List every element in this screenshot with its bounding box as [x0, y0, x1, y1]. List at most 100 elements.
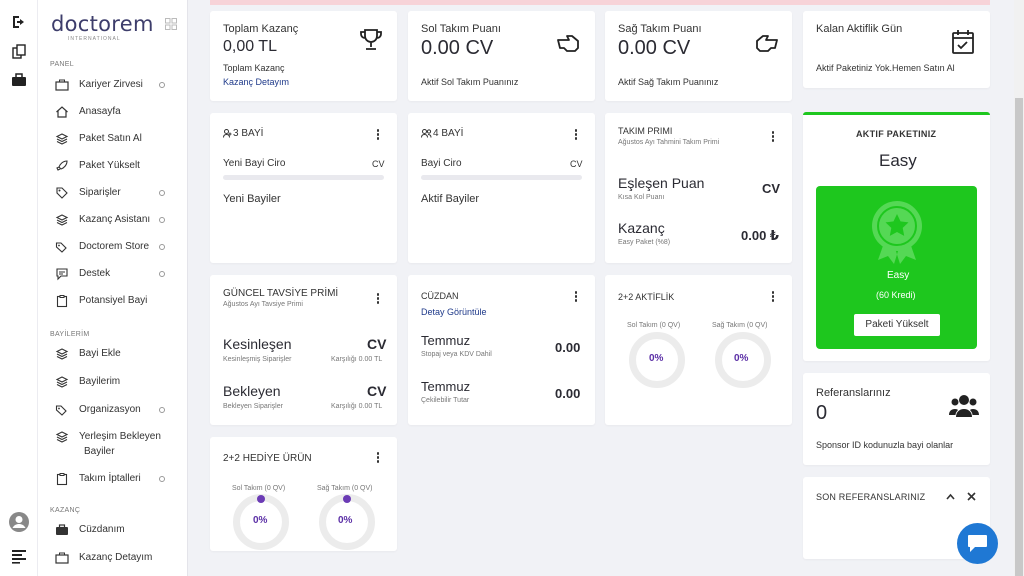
close-icon[interactable] — [967, 492, 976, 501]
badge-kredi: (60 Kredi) — [876, 290, 916, 300]
home-icon — [56, 106, 68, 118]
sidebar-item-label: Anasayfa — [79, 106, 121, 117]
sidebar-item-siparisler[interactable]: Siparişler — [38, 182, 188, 204]
kazanc-detayim-link[interactable]: Kazanç Detayım — [223, 77, 290, 87]
card-4-bayi: 4 BAYİ Bayi Ciro CV Aktif Bayiler — [408, 113, 595, 263]
grid-icon[interactable] — [165, 18, 177, 30]
layers-icon — [55, 214, 69, 226]
clipboard-icon — [56, 473, 68, 486]
sidebar-item-label: Siparişler — [79, 187, 121, 198]
sol-percent: 0% — [649, 353, 664, 364]
layers-icon — [55, 376, 69, 388]
calendar-check-icon — [952, 30, 974, 54]
sidebar-item-kazanc-detayim[interactable]: Kazanç Detayım — [38, 547, 188, 569]
sidebar-item-label: Potansiyel Bayi — [79, 295, 148, 306]
sidebar-item-organizasyon[interactable]: Organizasyon — [38, 399, 188, 421]
scrollbar[interactable] — [1014, 0, 1024, 576]
sol-progress-ring — [629, 332, 685, 388]
logout-icon[interactable] — [11, 14, 27, 30]
sidebar-item-label: Paket Yükselt — [79, 160, 140, 171]
menu-lines-icon[interactable] — [11, 548, 27, 564]
kebab-menu-icon[interactable] — [376, 129, 380, 141]
eslesen-label: Eşleşen Puan — [618, 175, 705, 191]
eslesen-sub: Kısa Kol Puanı — [618, 194, 665, 201]
card-3-bayi: 3 BAYİ Yeni Bayi Ciro CV Yeni Bayiler — [210, 113, 397, 263]
clipboard-icon — [56, 295, 68, 308]
card-title: AKTIF PAKETINIZ — [856, 129, 937, 139]
card-label: Sponsor ID kodunuzla bayi olanlar — [816, 440, 954, 450]
sidebar-item-yerlesim-bekleyen[interactable]: Yerleşim Bekleyen — [38, 426, 188, 448]
kebab-menu-icon[interactable] — [574, 129, 578, 141]
hand-right-icon — [756, 35, 778, 52]
sag-takim-value: 0.00 CV — [618, 37, 691, 59]
paketi-yukselt-button[interactable]: Paketi Yükselt — [854, 314, 940, 336]
award-badge-icon — [872, 201, 922, 264]
sidebar-item-kariyer-zirvesi[interactable]: Kariyer Zirvesi — [38, 74, 188, 96]
sidebar-item-takim-iptalleri[interactable]: Takım İptalleri — [38, 468, 188, 490]
sidebar-item-bayi-ekle[interactable]: Bayi Ekle — [38, 343, 188, 365]
sag-takim-label: Sağ Takım (0 QV) — [712, 322, 768, 329]
sidebar-item-label: Bayi Ekle — [79, 348, 121, 359]
card-title: Sol Takım Puanı — [421, 23, 501, 35]
card-label[interactable]: Aktif Paketiniz Yok.Hemen Satın Al — [816, 63, 955, 73]
section-kazanc: KAZANÇ — [50, 507, 81, 514]
expand-dot-icon — [159, 244, 165, 250]
rocket-icon — [56, 160, 68, 171]
sidebar-item-bayilerim[interactable]: Bayilerim — [38, 371, 188, 393]
chat-button[interactable] — [957, 523, 998, 564]
kesin-label: Kesinleşen — [223, 336, 292, 352]
sidebar-item-kazanc-asistani[interactable]: Kazanç Asistanı — [38, 209, 188, 231]
user-avatar-icon[interactable] — [9, 512, 29, 532]
kesin-karsilik: Karşılığı 0.00 TL — [331, 356, 383, 363]
sidebar-item-doctorem-store[interactable]: Doctorem Store — [38, 236, 188, 258]
sol-takim-value: 0.00 CV — [421, 37, 494, 59]
sidebar-item-label: Destek — [79, 268, 111, 279]
sol-takim-label: Sol Takım (0 QV) — [232, 485, 286, 492]
card-takim-primi: TAKIM PRIMI Ağustos Ayı Tahmini Takım Pr… — [605, 113, 792, 263]
briefcase-icon[interactable] — [11, 72, 27, 88]
card-title: 2+2 AKTİFLİK — [618, 292, 675, 302]
scrollbar-thumb[interactable] — [1015, 98, 1023, 576]
kebab-menu-icon[interactable] — [376, 293, 380, 305]
kebab-menu-icon[interactable] — [771, 291, 775, 303]
card-sol-takim: Sol Takım Puanı 0.00 CV Aktif Sol Takım … — [408, 11, 595, 101]
sidebar-item-anasayfa[interactable]: Anasayfa — [38, 101, 188, 123]
card-subtitle: Ağustos Ayı Tavsiye Primi — [223, 301, 303, 308]
sidebar-item-cuzdanim[interactable]: Cüzdanım — [38, 519, 188, 541]
sidebar-item-potansiyel-bayi[interactable]: Potansiyel Bayi — [38, 290, 188, 312]
card-toplam-kazanc: Toplam Kazanç 0,00 TL Toplam Kazanç Kaza… — [210, 11, 397, 101]
detay-goruntule-link[interactable]: Detay Görüntüle — [421, 307, 487, 317]
card-title: Referanslarınız — [816, 387, 891, 399]
sidebar-item-label-cont[interactable]: Bayiler — [84, 446, 115, 457]
temmuz1-label: Temmuz — [421, 333, 471, 348]
sidebar-item-paket-satin-al[interactable]: Paket Satın Al — [38, 128, 188, 150]
trophy-icon — [360, 29, 382, 50]
hand-left-icon — [557, 35, 579, 52]
chevron-up-icon[interactable] — [946, 493, 955, 500]
sidebar-item-label: Doctorem Store — [79, 241, 150, 252]
card-title: Kalan Aktiflik Gün — [816, 23, 903, 35]
bek-label: Bekleyen — [223, 383, 281, 399]
kebab-menu-icon[interactable] — [574, 291, 578, 303]
logo[interactable]: doctorem — [51, 12, 154, 36]
tag-icon — [56, 187, 68, 199]
kebab-menu-icon[interactable] — [771, 131, 775, 143]
sidebar-item-destek[interactable]: Destek — [38, 263, 188, 285]
sag-percent: 0% — [734, 353, 749, 364]
tags-icon — [55, 242, 67, 253]
sidebar-item-label: Organizasyon — [79, 404, 141, 415]
sag-percent: 0% — [338, 515, 353, 526]
logo-sub: INTERNATIONAL — [68, 36, 121, 42]
progress-bar — [421, 175, 582, 180]
layers-icon — [55, 431, 69, 443]
copy-icon[interactable] — [11, 44, 27, 60]
card-aktiflik: 2+2 AKTİFLİK Sol Takım (0 QV) Sağ Takım … — [605, 275, 792, 425]
card-referanslar: Referanslarınız 0 Sponsor ID kodunuzla b… — [803, 373, 990, 465]
ciro-unit: CV — [570, 159, 583, 169]
sidebar-item-paket-yukselt[interactable]: Paket Yükselt — [38, 155, 188, 177]
sidebar-item-label: Kazanç Detayım — [79, 552, 153, 563]
card-title: 3 BAYİ — [233, 128, 264, 139]
section-bayilerim: BAYİLERİM — [50, 331, 90, 338]
users-icon — [223, 129, 232, 138]
kebab-menu-icon[interactable] — [376, 452, 380, 464]
